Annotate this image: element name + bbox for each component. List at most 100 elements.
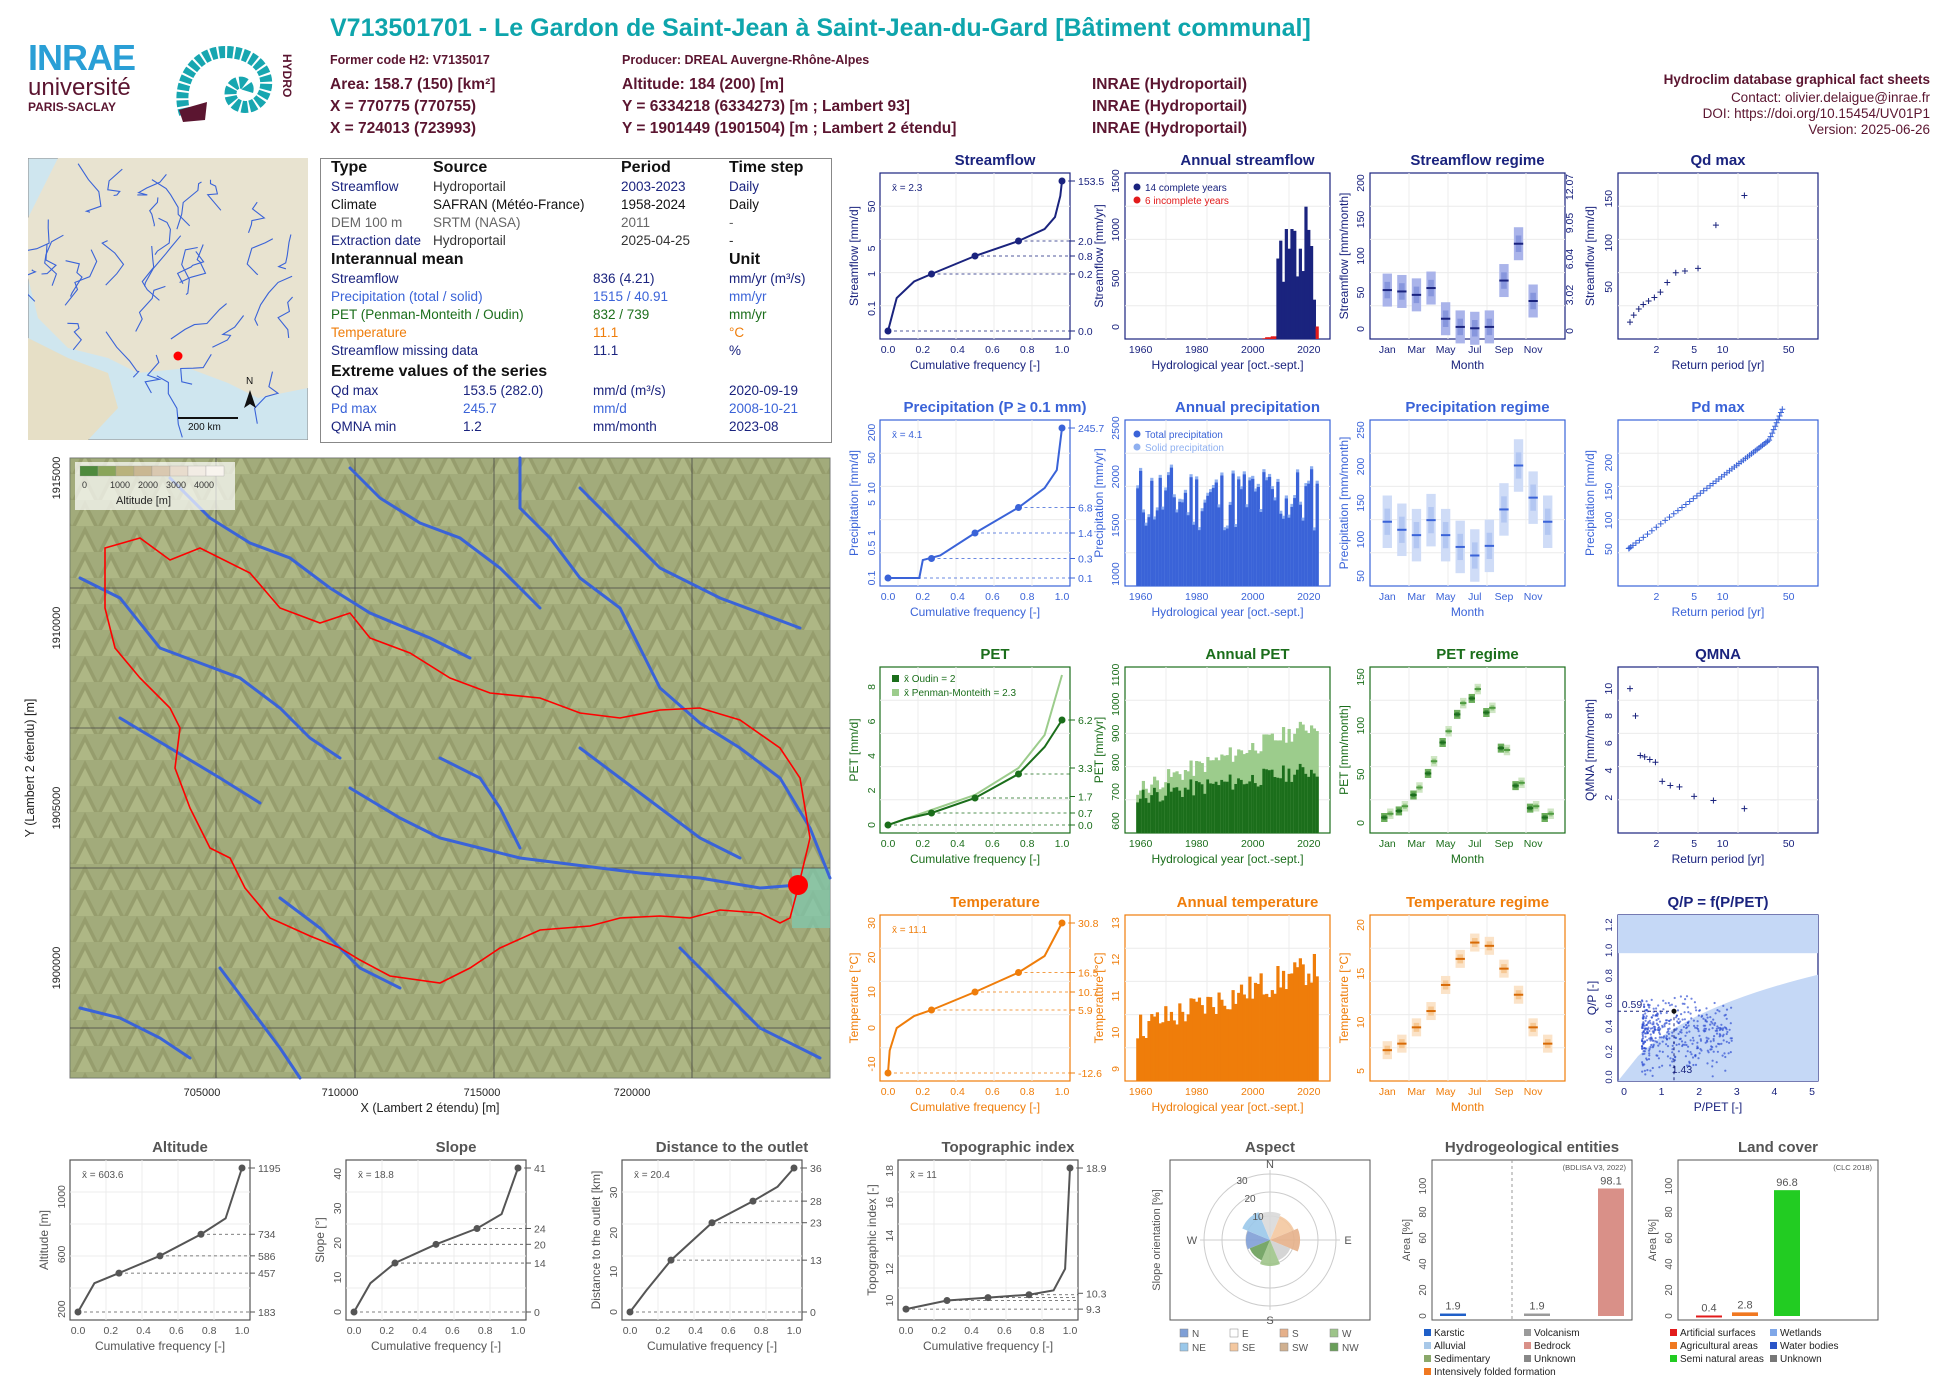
pd_max-point-52 — [1769, 430, 1776, 437]
precip_regime-xtick-4: Sep — [1495, 591, 1514, 603]
pet_regime-xtick-3: Jul — [1468, 838, 1481, 850]
pd_max-point-23 — [1707, 482, 1714, 489]
pet_fdc-rtick-2: 1.7 — [1078, 792, 1093, 804]
qp_budyko-point-317 — [1724, 1069, 1727, 1072]
pd_max-point-9 — [1653, 524, 1660, 531]
temp_regime-xtick-4: Sep — [1495, 1086, 1514, 1098]
qp_budyko-point-295 — [1649, 1033, 1652, 1036]
altitude-xlabel: Cumulative frequency [-] — [95, 1339, 225, 1353]
annual_precip-bar-50 — [1276, 481, 1280, 586]
annual_pet-bar-60 — [1304, 773, 1308, 833]
qp_budyko-mean-point — [1671, 1008, 1677, 1014]
annual_temp-bar-63 — [1312, 953, 1316, 1081]
pet_fdc-rtick-3: 0.7 — [1078, 808, 1093, 820]
x-l2e: X = 724013 (723993) — [330, 120, 477, 137]
annual_precip-bar-52 — [1281, 518, 1286, 586]
table-header-1: Source — [433, 159, 488, 176]
annual_pet-bar-41 — [1251, 774, 1255, 833]
pd_max-point-5 — [1636, 537, 1643, 544]
distance-frame — [621, 1159, 803, 1321]
qp_budyko-point-316 — [1657, 1026, 1661, 1029]
qp_budyko-point-380 — [1641, 1031, 1644, 1034]
qp_budyko-point-235 — [1644, 1073, 1647, 1076]
altitude-xtick-0: 0.0 — [71, 1325, 86, 1337]
qp_budyko-point-85 — [1717, 1042, 1720, 1045]
annual_temp-bar-30 — [1220, 999, 1224, 1081]
qp_budyko-point-219 — [1688, 1060, 1691, 1063]
qp_budyko-point-72 — [1649, 1022, 1652, 1025]
qp_budyko-point-412 — [1655, 1022, 1658, 1025]
annual_pet-bar-33 — [1228, 774, 1232, 833]
qp_budyko-point-131 — [1640, 999, 1644, 1002]
aspect-title: Aspect — [1245, 1139, 1295, 1156]
annual_pet-bar-59 — [1301, 767, 1305, 833]
qp_budyko-point-11 — [1676, 1009, 1680, 1012]
map-ytick-1: 1910000 — [51, 607, 63, 650]
qp_budyko-xtick-3: 3 — [1734, 1086, 1740, 1098]
altitude-xtick-1: 0.2 — [103, 1325, 118, 1337]
annual_precip-bar-17 — [1183, 492, 1188, 586]
mean-row-1-0: Precipitation (total / solid) — [331, 289, 483, 304]
locator-river-9 — [180, 354, 212, 385]
qp_budyko-point-378 — [1645, 1015, 1648, 1018]
qp_budyko-point-418 — [1704, 1029, 1707, 1032]
north-arrow-label: N — [246, 376, 253, 387]
annual_temp-bar-50 — [1276, 966, 1280, 1081]
qp_budyko-ytick-3: 0.6 — [1604, 994, 1615, 1007]
slope-rtick-1: 24 — [534, 1223, 546, 1235]
qp_budyko-point-372 — [1702, 1024, 1705, 1027]
annual_streamflow-xtick-0: 1960 — [1129, 344, 1153, 356]
annual_temp-bar-28 — [1214, 1013, 1218, 1081]
extreme-row-2-1: 1.2 — [463, 419, 482, 434]
annual_precip-bar-54 — [1287, 517, 1291, 586]
hydrogeo-legend-swatch-6 — [1424, 1368, 1431, 1375]
annual_precip-bar-28 — [1214, 482, 1218, 586]
qmna-xlabel: Return period [yr] — [1672, 852, 1765, 866]
qp_budyko-point-360 — [1704, 1027, 1708, 1030]
precip_fdc-rtick-0: 245.7 — [1078, 423, 1104, 435]
precip_fdc-title: Precipitation (P ≥ 0.1 mm) — [903, 399, 1086, 416]
qp_budyko-point-204 — [1691, 1036, 1695, 1039]
streamflow_fdc-title: Streamflow — [955, 152, 1036, 169]
annual_precip-bar-0 — [1136, 488, 1140, 586]
landcover-note: (CLC 2018) — [1833, 1163, 1872, 1172]
slope-title: Slope — [436, 1139, 477, 1156]
annual_pet-bar-45 — [1262, 768, 1266, 833]
altitude-ylabel: Altitude [m] — [37, 1210, 51, 1270]
temp_fdc-xtick-2: 0.4 — [950, 1086, 965, 1098]
locator-river-20 — [67, 322, 83, 351]
qd_max-point-11 — [1712, 222, 1719, 229]
qp_budyko-point-100 — [1688, 1064, 1691, 1067]
qp_budyko-point-148 — [1706, 1062, 1709, 1065]
qmna-point-6 — [1659, 778, 1666, 785]
qp_budyko-point-374 — [1658, 1033, 1662, 1036]
table-row-2-3: - — [729, 215, 734, 230]
pd_max-ytick-0: 50 — [1603, 543, 1615, 555]
pd_max-point-18 — [1690, 495, 1697, 502]
locator-river-17 — [254, 275, 293, 326]
hydrogeo-legend-3: Bedrock — [1534, 1341, 1572, 1352]
annual_pet-bar-47 — [1267, 770, 1272, 833]
qmna-point-4 — [1646, 756, 1653, 763]
qp_budyko-point-224 — [1669, 1057, 1672, 1060]
aspect-sector-0 — [1246, 1230, 1270, 1250]
qp_budyko-point-84 — [1648, 1054, 1651, 1057]
qd_max-ytick-1: 100 — [1603, 234, 1615, 252]
annual_streamflow-bar-6 — [1279, 240, 1283, 339]
precip_regime-xtick-5: Nov — [1524, 591, 1543, 603]
annual_streamflow-bar-17 — [1309, 246, 1314, 339]
streamflow_regime-ylabel: Streamflow [mm/month] — [1337, 193, 1351, 320]
doi-link[interactable]: DOI: https://doi.org/10.15454/UV01P1 — [1702, 106, 1930, 121]
qp_budyko-point-356 — [1710, 1048, 1713, 1051]
streamflow_regime-ytick-0: 0 — [1355, 326, 1367, 332]
pd_max-point-16 — [1682, 501, 1689, 508]
hydrogeo-ytick-1: 20 — [1418, 1284, 1429, 1296]
annual_streamflow-legend-swatch-1 — [1133, 196, 1141, 204]
pd_max-xtick-0: 2 — [1654, 591, 1660, 603]
qp_budyko-point-392 — [1644, 1035, 1647, 1038]
aspect-sector-3 — [1270, 1215, 1295, 1240]
qp_budyko-point-320 — [1677, 1017, 1680, 1021]
annual_temp-bar-44 — [1259, 973, 1263, 1081]
altitude-ltick-0: 200 — [56, 1300, 68, 1318]
landcover-ylabel: Area [%] — [1647, 1219, 1659, 1261]
